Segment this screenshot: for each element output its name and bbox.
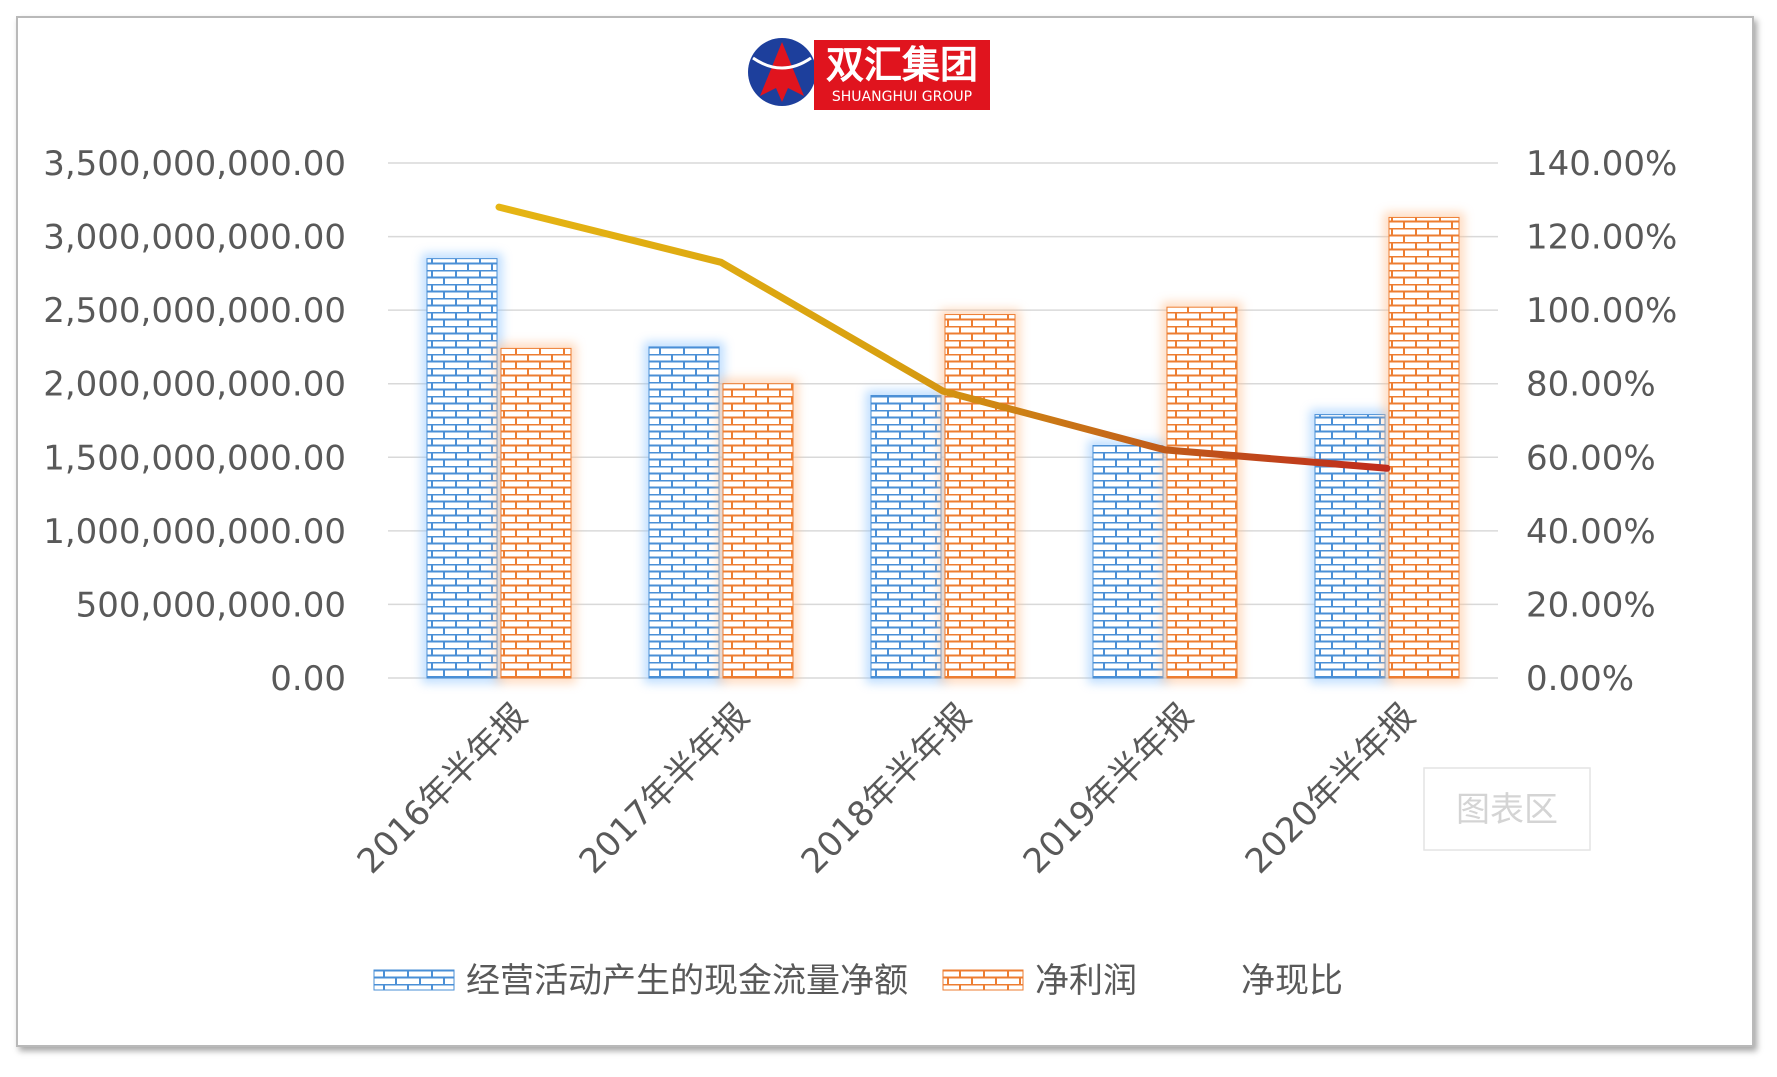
category-label: 2017年半年报 bbox=[572, 696, 758, 882]
legend-label-profit: 净利润 bbox=[1035, 961, 1137, 1001]
legend-swatch-cashflow bbox=[373, 969, 455, 991]
right-tick-label: 60.00% bbox=[1526, 438, 1656, 478]
chart-frame: 双汇集团 SHUANGHUI GROUP 0.00 500,000,000.00 1… bbox=[16, 16, 1754, 1047]
logo-brand-sub: SHUANGHUI GROUP bbox=[832, 89, 972, 105]
right-tick-label: 20.00% bbox=[1526, 585, 1656, 625]
bar-cashflow bbox=[1314, 414, 1386, 679]
ratio-line-series bbox=[495, 203, 1391, 472]
chart-area-watermark: 图表区 bbox=[1423, 767, 1591, 851]
brand-logo: 双汇集团 SHUANGHUI GROUP bbox=[748, 38, 990, 110]
left-tick-label: 3,000,000,000.00 bbox=[43, 218, 346, 258]
bar-series bbox=[422, 212, 1464, 683]
logo-brand-name: 双汇集团 bbox=[826, 43, 978, 87]
right-tick-label: 140.00% bbox=[1526, 144, 1677, 184]
bar-cashflow bbox=[426, 258, 498, 679]
bar-cashflow bbox=[870, 394, 942, 679]
legend-item-cashflow: 经营活动产生的现金流量净额 bbox=[373, 961, 908, 1001]
ratio-line bbox=[495, 203, 1391, 472]
right-tick-label: 40.00% bbox=[1526, 512, 1656, 552]
left-tick-label: 1,000,000,000.00 bbox=[43, 512, 346, 552]
right-tick-label: 120.00% bbox=[1526, 218, 1677, 258]
category-axis: 2016年半年报 2017年半年报 2018年半年报 2019年半年报 2020年半年报 bbox=[350, 696, 1424, 882]
left-tick-label: 1,500,000,000.00 bbox=[43, 438, 346, 478]
left-tick-label: 2,000,000,000.00 bbox=[43, 365, 346, 405]
chart-svg: 双汇集团 SHUANGHUI GROUP 0.00 500,000,000.00 1… bbox=[43, 38, 1677, 1001]
left-tick-label: 500,000,000.00 bbox=[76, 585, 346, 625]
category-label: 2018年半年报 bbox=[794, 696, 980, 882]
watermark-label: 图表区 bbox=[1456, 790, 1558, 830]
legend: 经营活动产生的现金流量净额 净利润 净现比 bbox=[373, 961, 1343, 1001]
legend-label-cashflow: 经营活动产生的现金流量净额 bbox=[466, 961, 908, 1001]
left-tick-label: 3,500,000,000.00 bbox=[43, 144, 346, 184]
logo-arrow-icon bbox=[760, 42, 804, 102]
left-axis: 0.00 500,000,000.00 1,000,000,000.00 1,500,… bbox=[43, 144, 346, 699]
bar-profit bbox=[1166, 306, 1238, 679]
right-tick-label: 80.00% bbox=[1526, 365, 1656, 405]
left-tick-label: 2,500,000,000.00 bbox=[43, 291, 346, 331]
legend-label-ratio: 净现比 bbox=[1241, 961, 1343, 1001]
bar-profit bbox=[500, 347, 572, 679]
legend-swatch-profit bbox=[942, 969, 1024, 991]
right-axis: 0.00% 20.00% 40.00% 60.00% 80.00% 100.00% 120.… bbox=[1526, 144, 1677, 699]
bar-profit bbox=[1388, 216, 1460, 679]
bar-cashflow bbox=[648, 346, 720, 679]
right-tick-label: 100.00% bbox=[1526, 291, 1677, 331]
legend-item-ratio: 净现比 bbox=[1145, 961, 1343, 1001]
category-label: 2016年半年报 bbox=[350, 696, 536, 882]
category-label: 2020年半年报 bbox=[1238, 696, 1424, 882]
bar-cashflow bbox=[1092, 445, 1164, 679]
right-tick-label: 0.00% bbox=[1526, 659, 1634, 699]
logo-red-banner bbox=[814, 40, 990, 110]
category-label: 2019年半年报 bbox=[1016, 696, 1202, 882]
bar-profit bbox=[722, 383, 794, 679]
legend-item-profit: 净利润 bbox=[942, 961, 1137, 1001]
left-tick-label: 0.00 bbox=[270, 659, 346, 699]
bar-profit bbox=[944, 314, 1016, 679]
